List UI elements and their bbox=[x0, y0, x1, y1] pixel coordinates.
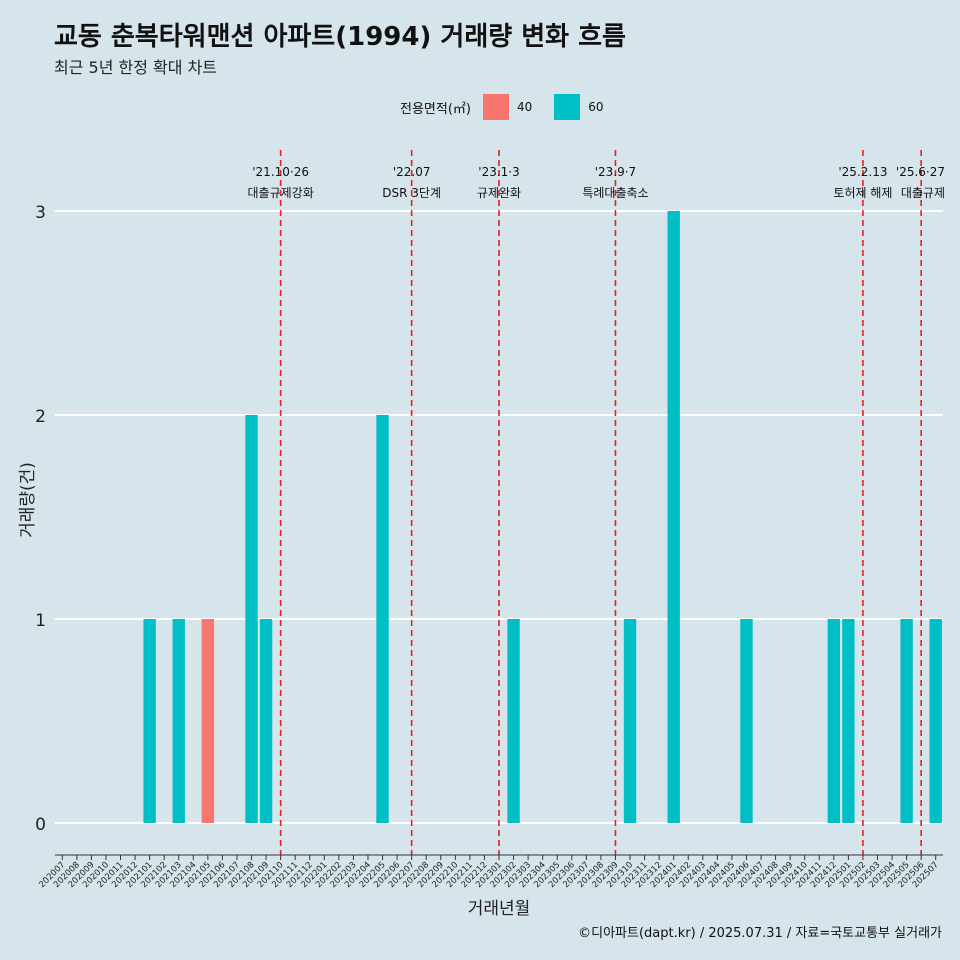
bar bbox=[376, 415, 389, 823]
event-name-label: 토허제 해제 bbox=[833, 186, 892, 200]
legend: 전용면적(㎡) 40 60 bbox=[400, 93, 618, 121]
bar bbox=[740, 619, 753, 823]
y-tick-label: 3 bbox=[35, 203, 46, 223]
x-axis-title: 거래년월 bbox=[468, 899, 531, 919]
event-date-label: '25.2.13 bbox=[838, 165, 887, 179]
chart-title: 교동 춘복타워맨션 아파트(1994) 거래량 변화 흐름 bbox=[54, 22, 626, 52]
bar bbox=[172, 619, 185, 823]
y-axis-title: 거래량(건) bbox=[18, 462, 38, 538]
bar bbox=[201, 619, 215, 823]
chart-subtitle: 최근 5년 한정 확대 차트 bbox=[54, 58, 218, 77]
legend-label-60: 60 bbox=[588, 100, 604, 114]
event-date-label: '22.07 bbox=[393, 165, 431, 179]
bar bbox=[507, 619, 520, 823]
legend-label-40: 40 bbox=[516, 100, 533, 114]
bar bbox=[827, 619, 841, 823]
legend-swatch-60 bbox=[554, 94, 581, 120]
event-date-label: '23.1·3 bbox=[478, 165, 519, 179]
event-name-label: 특례대출축소 bbox=[582, 186, 648, 200]
y-tick-label: 0 bbox=[35, 815, 46, 835]
bar bbox=[667, 211, 680, 823]
y-tick-label: 1 bbox=[35, 611, 46, 631]
y-tick-label: 2 bbox=[35, 407, 46, 427]
event-name-label: 대출규제강화 bbox=[248, 186, 314, 200]
bar bbox=[623, 619, 637, 823]
bar bbox=[259, 619, 273, 823]
bar bbox=[842, 619, 855, 823]
event-date-label: '23.9·7 bbox=[595, 165, 636, 179]
event-date-label: '25.6·27 bbox=[896, 165, 945, 179]
event-name-label: 규제완화 bbox=[477, 186, 521, 200]
bar bbox=[900, 619, 913, 823]
legend-swatch-40 bbox=[482, 94, 509, 120]
event-name-label: 대출규제 bbox=[901, 186, 945, 200]
bar bbox=[143, 619, 156, 823]
bar bbox=[245, 415, 258, 823]
event-date-label: '21.10·26 bbox=[252, 165, 309, 179]
legend-title: 전용면적(㎡) bbox=[400, 101, 471, 117]
bar bbox=[929, 619, 942, 823]
source-caption: ©디아파트(dapt.kr) / 2025.07.31 / 자료=국토교통부 실… bbox=[578, 926, 942, 941]
event-name-label: DSR 3단계 bbox=[382, 186, 441, 200]
